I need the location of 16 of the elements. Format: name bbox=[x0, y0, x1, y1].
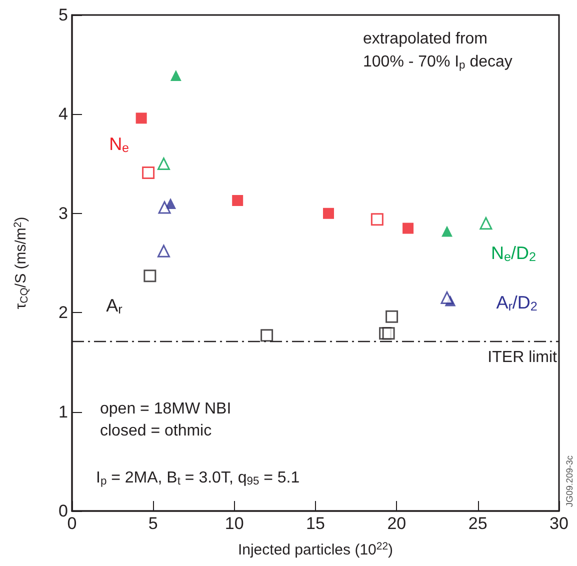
annotation: open = 18MW NBI closed = othmic bbox=[100, 400, 232, 440]
y-tick-label: 1 bbox=[58, 402, 68, 422]
y-tick-label: 5 bbox=[58, 6, 68, 24]
x-tick-label: 10 bbox=[224, 514, 244, 533]
x-tick-label: 15 bbox=[306, 514, 325, 533]
y-axis-title: τCQ/S (ms/m2) bbox=[12, 216, 30, 310]
y-tick-label: 0 bbox=[58, 502, 68, 520]
x-tick-label: 20 bbox=[387, 514, 406, 533]
text: JG09.209-3c bbox=[564, 454, 574, 507]
x-tick-label: 30 bbox=[550, 514, 568, 533]
ref-line-label: ITER limit bbox=[488, 348, 558, 366]
y-tick-label: 3 bbox=[58, 204, 68, 223]
y-tick-label: 4 bbox=[58, 104, 68, 124]
x-tick-label: 25 bbox=[468, 514, 488, 533]
y-tick-label: 2 bbox=[58, 303, 68, 322]
x-tick-label: 5 bbox=[148, 514, 158, 533]
